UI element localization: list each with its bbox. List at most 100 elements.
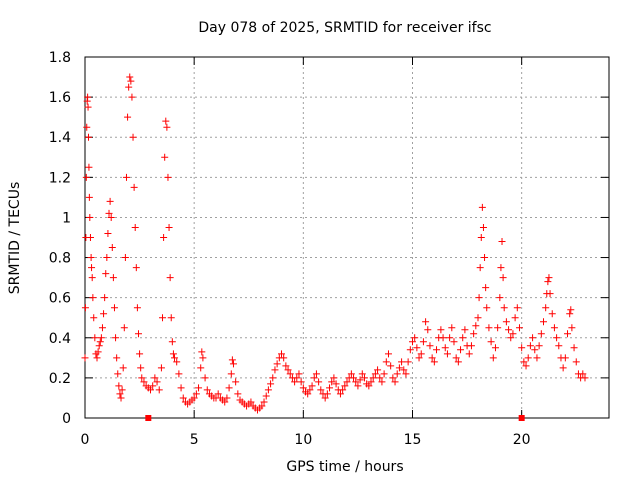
data-point: [467, 342, 475, 350]
data-point: [131, 223, 139, 231]
data-point: [159, 314, 167, 322]
data-point: [112, 334, 120, 342]
data-point: [356, 376, 364, 384]
data-point: [101, 294, 109, 302]
data-point: [384, 350, 392, 358]
data-point: [225, 384, 233, 392]
data-point: [151, 374, 159, 382]
data-point: [515, 324, 523, 332]
y-tick-label: 1.4: [49, 130, 71, 146]
data-point: [409, 338, 416, 346]
data-point: [581, 374, 589, 382]
x-tick-label: 5: [190, 432, 199, 448]
data-point: [499, 274, 507, 282]
data-point: [502, 318, 510, 326]
chart-title: Day 078 of 2025, SRMTID for receiver ifs…: [198, 20, 491, 36]
data-point: [548, 310, 556, 318]
data-point: [535, 342, 543, 350]
data-point: [454, 358, 462, 366]
data-point: [133, 304, 141, 312]
data-point: [491, 344, 499, 352]
data-point: [173, 358, 181, 366]
data-point: [564, 330, 572, 338]
data-point: [479, 223, 487, 231]
data-point: [498, 238, 506, 246]
data-point: [114, 370, 122, 378]
data-point: [161, 153, 169, 161]
data-point: [424, 326, 432, 334]
data-point: [452, 354, 460, 362]
data-point: [89, 294, 97, 302]
data-point: [382, 358, 390, 366]
data-point: [350, 374, 358, 382]
data-point: [155, 386, 163, 394]
x-tick-labels: 0 5 10 15 20: [81, 432, 531, 448]
data-point: [269, 374, 277, 382]
data-point: [518, 415, 525, 421]
data-point: [529, 334, 537, 342]
y-tick-label: 1: [62, 210, 71, 226]
data-point: [157, 364, 165, 372]
y-tick-label: 1.2: [49, 170, 71, 186]
data-point: [360, 374, 368, 382]
data-point: [195, 384, 203, 392]
data-point: [402, 370, 410, 378]
data-point: [86, 213, 94, 221]
data-point: [129, 133, 137, 141]
data-point: [90, 314, 98, 322]
data-point: [147, 386, 154, 394]
data-point: [500, 304, 508, 312]
data-point: [389, 374, 397, 382]
data-point: [286, 370, 294, 378]
data-point: [125, 83, 133, 91]
data-point: [544, 278, 552, 286]
data-point: [234, 390, 242, 398]
data-point: [260, 398, 268, 406]
y-tick-label: 0.2: [49, 371, 71, 387]
data-point: [441, 344, 449, 352]
data-point: [415, 354, 423, 362]
data-point: [299, 384, 307, 392]
x-tick-label: 0: [81, 432, 90, 448]
data-point: [198, 348, 206, 356]
data-point: [115, 382, 123, 390]
data-point: [247, 398, 255, 406]
data-point: [229, 360, 237, 368]
data-point: [465, 350, 473, 358]
data-point: [336, 390, 344, 398]
data-point: [494, 324, 502, 332]
data-point: [570, 344, 578, 352]
data-point: [411, 334, 419, 342]
x-tick-label: 10: [294, 432, 312, 448]
data-point: [121, 254, 129, 262]
data-point: [315, 378, 323, 386]
data-point: [561, 354, 569, 362]
data-point: [82, 173, 90, 181]
data-point: [358, 370, 366, 378]
data-point: [127, 77, 135, 85]
data-point: [332, 380, 340, 388]
data-point: [94, 348, 102, 356]
data-point: [124, 113, 132, 121]
data-point: [110, 304, 118, 312]
data-point: [417, 350, 425, 358]
data-point: [221, 398, 229, 406]
data-point: [404, 358, 412, 366]
data-point: [400, 366, 408, 374]
data-point: [387, 362, 395, 370]
y-tick-label: 0: [62, 411, 71, 427]
y-axis-label: SRMTID / TECUs: [7, 182, 23, 295]
data-point: [102, 270, 110, 278]
data-point: [137, 364, 145, 372]
data-point: [472, 322, 480, 330]
data-point: [550, 324, 558, 332]
data-point: [413, 344, 421, 352]
data-point: [120, 324, 128, 332]
data-point: [317, 386, 325, 394]
data-point: [88, 264, 96, 272]
data-point: [378, 378, 386, 386]
data-point: [567, 306, 575, 314]
data-point: [374, 366, 382, 374]
data-point: [475, 294, 483, 302]
data-point: [326, 384, 334, 392]
